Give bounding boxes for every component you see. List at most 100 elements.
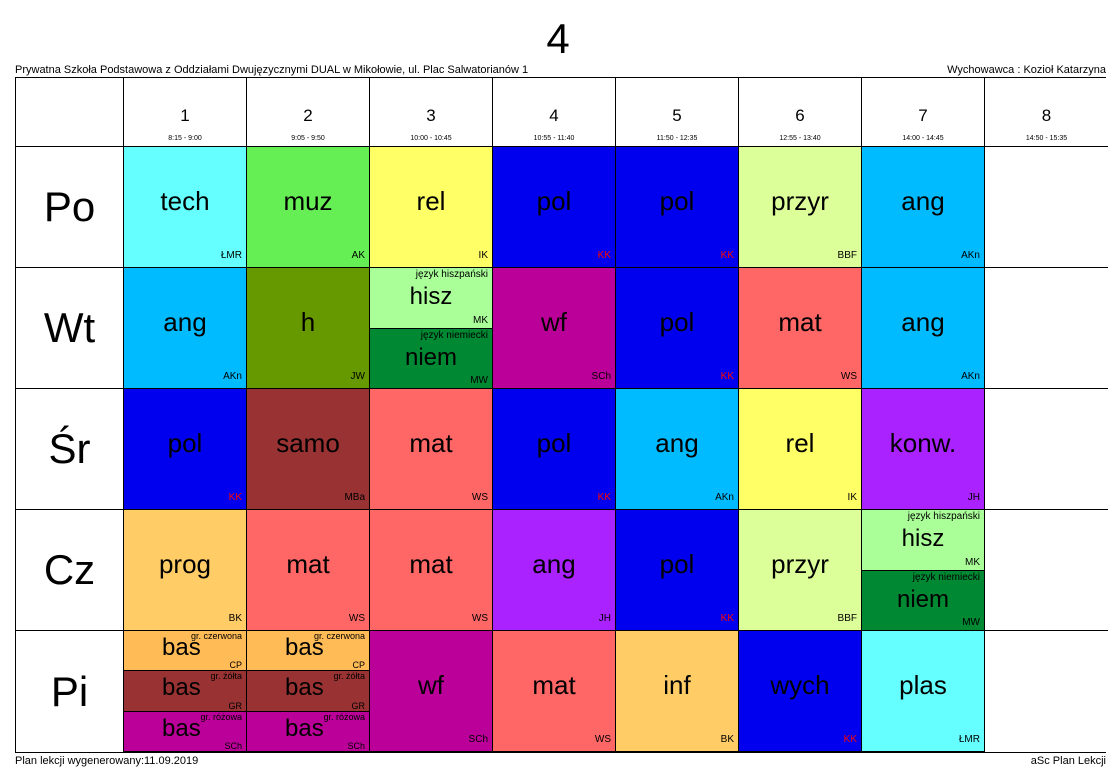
lesson-cell[interactable]: prog BK [124, 510, 247, 631]
lesson-cell[interactable]: h JW [247, 268, 370, 389]
empty-cell [985, 510, 1108, 631]
lesson-cell[interactable]: mat WS [370, 510, 493, 631]
lesson-subject: pol [659, 186, 695, 216]
lesson-cell[interactable]: muz AK [247, 147, 370, 268]
lesson-cell[interactable]: pol KK [493, 389, 616, 510]
lesson-subject: bas [162, 674, 201, 702]
lesson-cell[interactable]: bas SCh gr. różowa [247, 711, 370, 752]
lesson-subject: mat [409, 428, 453, 458]
lesson-cell[interactable]: rel IK [370, 147, 493, 268]
lesson-cell[interactable]: wf SCh [493, 268, 616, 389]
lesson-subject: konw. [889, 428, 957, 458]
lesson-cell[interactable]: pol KK [616, 268, 739, 389]
day-label: Śr [16, 389, 124, 510]
lesson-teacher: ŁMR [958, 734, 980, 745]
lesson-group: gr. czerwona [313, 631, 365, 641]
timetable-grid: 1 8:15 - 9:00 2 9:05 - 9:50 3 10:00 - 10:45 4 1… [15, 77, 1108, 753]
period-number: 2 [303, 106, 313, 125]
lesson-group: gr. czerwona [190, 631, 242, 641]
lesson-group: język hiszpański [907, 511, 980, 522]
lesson-subject: bas [162, 714, 201, 742]
lesson-teacher: SCh [224, 740, 242, 751]
period-header: 4 10:55 - 11:40 [493, 78, 616, 147]
lesson-subject: tech [160, 186, 210, 216]
lesson-teacher: SCh [591, 371, 611, 382]
lesson-subject: niem [404, 343, 458, 371]
period-number: 1 [180, 106, 190, 125]
period-number: 8 [1041, 106, 1052, 125]
lesson-teacher: CP [229, 660, 242, 671]
empty-cell [985, 389, 1108, 510]
lesson-teacher: WS [840, 371, 857, 382]
lesson-cell[interactable]: rel IK [739, 389, 862, 510]
lesson-cell[interactable]: bas GR gr. żółta [124, 671, 247, 712]
lesson-teacher: WS [348, 613, 365, 624]
lesson-cell[interactable]: wych KK [739, 631, 862, 752]
lesson-cell[interactable]: hisz MK język hiszpański [862, 510, 985, 571]
lesson-subject: bas [285, 674, 324, 702]
lesson-subject: przyr [771, 186, 829, 216]
lesson-cell[interactable]: bas GR gr. żółta [247, 671, 370, 712]
period-number: 5 [672, 106, 682, 125]
lesson-subject: mat [778, 307, 822, 337]
lesson-cell[interactable]: bas CP gr. czerwona [124, 631, 247, 672]
lesson-teacher: AKn [715, 492, 734, 503]
period-header: 8 14:50 - 15:35 [985, 78, 1108, 147]
day-name: Pi [50, 667, 89, 715]
lesson-cell[interactable]: niem MW język niemiecki [862, 570, 985, 631]
lesson-cell[interactable]: ang JH [493, 510, 616, 631]
lesson-cell[interactable]: hisz MK język hiszpański [370, 268, 493, 329]
lesson-cell[interactable]: mat WS [370, 389, 493, 510]
lesson-cell[interactable]: ang AKn [862, 268, 985, 389]
lesson-cell[interactable]: mat WS [247, 510, 370, 631]
lesson-cell[interactable]: pol KK [493, 147, 616, 268]
lesson-teacher: MW [470, 375, 488, 386]
lesson-cell[interactable]: niem MW język niemiecki [370, 328, 493, 389]
generator-name: aSc Plan Lekcji [1030, 755, 1106, 767]
day-label: Po [16, 147, 124, 268]
lesson-cell[interactable]: bas CP gr. czerwona [247, 631, 370, 672]
lesson-cell[interactable]: pol KK [616, 147, 739, 268]
lesson-teacher: JH [967, 492, 980, 503]
corner-cell [16, 78, 124, 147]
lesson-cell[interactable]: bas SCh gr. różowa [124, 711, 247, 752]
lesson-subject: pol [536, 186, 572, 216]
lesson-cell[interactable]: plas ŁMR [862, 631, 985, 752]
lesson-subject: wf [418, 670, 444, 700]
lesson-subject: ang [655, 428, 699, 458]
lesson-teacher: SCh [347, 740, 365, 751]
lesson-cell[interactable]: ang AKn [862, 147, 985, 268]
lesson-cell[interactable]: konw. JH [862, 389, 985, 510]
period-number: 3 [426, 106, 436, 125]
lesson-subject: rel [416, 186, 446, 216]
period-time: 14:00 - 14:45 [902, 135, 944, 142]
lesson-teacher: GR [351, 700, 366, 711]
lesson-teacher: WS [594, 734, 611, 745]
lesson-cell[interactable]: samo MBa [247, 389, 370, 510]
lesson-cell[interactable]: inf BK [616, 631, 739, 752]
day-name: Wt [43, 304, 96, 351]
lesson-cell[interactable]: przyr BBF [739, 147, 862, 268]
lesson-teacher: AKn [961, 250, 980, 261]
lesson-cell[interactable]: tech ŁMR [124, 147, 247, 268]
lesson-cell[interactable]: ang AKn [124, 268, 247, 389]
lesson-cell[interactable]: pol KK [616, 510, 739, 631]
period-number: 7 [918, 106, 928, 125]
lesson-cell[interactable]: przyr BBF [739, 510, 862, 631]
lesson-teacher: BBF [837, 613, 857, 624]
lesson-subject: pol [536, 428, 572, 458]
lesson-subject: hisz [409, 283, 453, 310]
lesson-subject: przyr [771, 549, 829, 579]
lesson-teacher: KK [597, 492, 611, 503]
lesson-cell[interactable]: mat WS [493, 631, 616, 752]
lesson-teacher: KK [843, 734, 857, 745]
lesson-cell[interactable]: pol KK [124, 389, 247, 510]
lesson-group: gr. różowa [200, 711, 242, 722]
lesson-subject: ang [163, 307, 207, 337]
period-time: 12:55 - 13:40 [779, 135, 821, 142]
lesson-subject: rel [785, 428, 815, 458]
lesson-cell[interactable]: wf SCh [370, 631, 493, 752]
lesson-group: język niemiecki [912, 571, 980, 583]
lesson-cell[interactable]: mat WS [739, 268, 862, 389]
lesson-cell[interactable]: ang AKn [616, 389, 739, 510]
